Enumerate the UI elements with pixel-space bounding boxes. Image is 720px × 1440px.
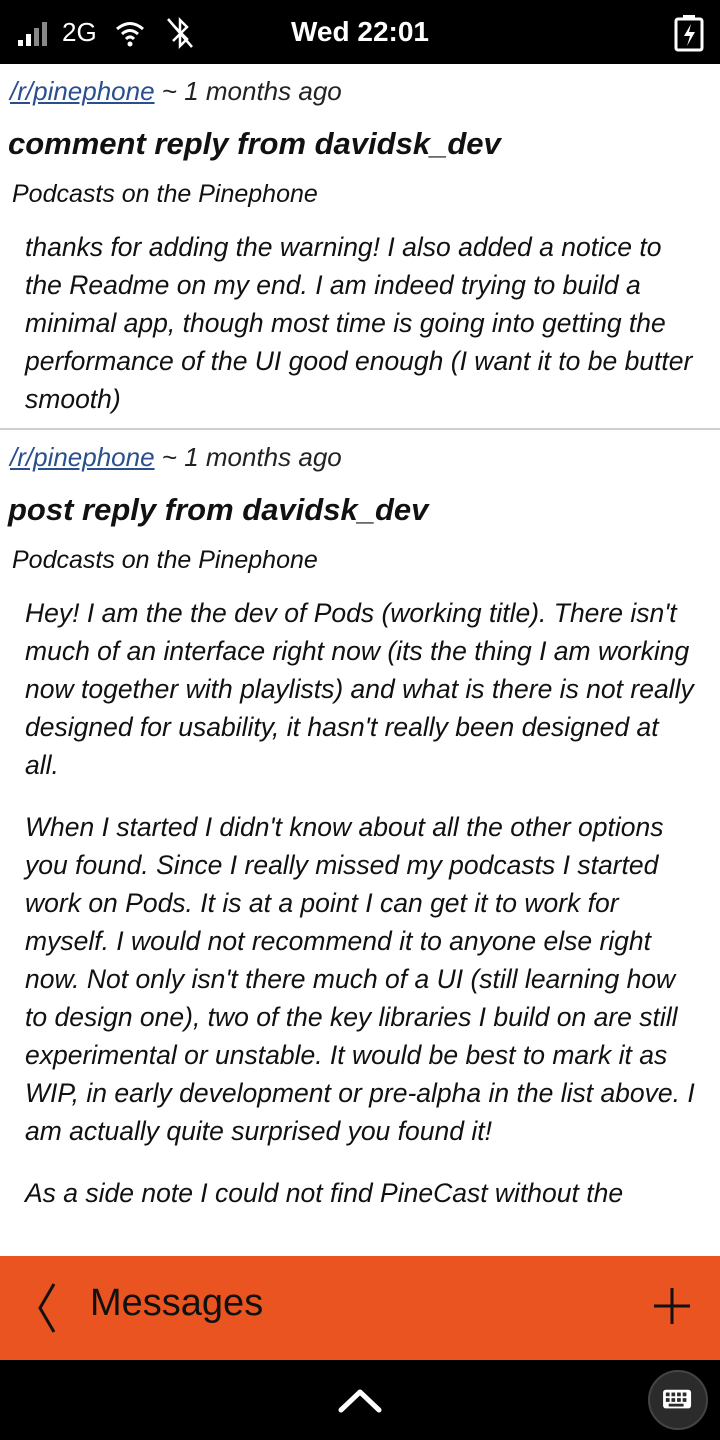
chevron-left-icon[interactable] <box>28 1280 68 1336</box>
message-paragraph: thanks for adding the warning! I also ad… <box>25 232 693 414</box>
app-bar-title: Messages <box>90 1282 264 1324</box>
message-title: post reply from davidsk_dev <box>8 492 429 527</box>
chevron-up-icon[interactable] <box>337 1384 383 1416</box>
network-type: 2G <box>62 17 97 47</box>
message-item[interactable]: /r/pinephone ~ 1 months ago post reply f… <box>0 430 720 1256</box>
keyboard-icon <box>663 1389 692 1409</box>
message-context: Podcasts on the Pinephone <box>12 180 318 208</box>
keyboard-toggle-button[interactable] <box>648 1370 708 1430</box>
app-bar: Messages <box>0 1256 720 1360</box>
status-bar: 2G Wed 22:01 <box>0 0 720 64</box>
clock: Wed 22:01 <box>291 16 429 47</box>
message-item[interactable]: /r/pinephone ~ 1 months ago comment repl… <box>0 64 720 429</box>
message-age: ~ 1 months ago <box>154 442 342 472</box>
divider <box>0 428 720 430</box>
message-age: ~ 1 months ago <box>154 76 342 106</box>
message-meta: /r/pinephone ~ 1 months ago <box>10 442 342 473</box>
battery-charging-icon <box>674 15 704 52</box>
message-paragraph: As a side note I could not find PineCast… <box>25 1178 624 1208</box>
message-context: Podcasts on the Pinephone <box>12 546 318 574</box>
plus-icon[interactable] <box>652 1286 692 1326</box>
wifi-icon <box>116 22 144 47</box>
navigation-bar <box>0 1360 720 1440</box>
message-feed[interactable]: /r/pinephone ~ 1 months ago comment repl… <box>0 64 720 1256</box>
subreddit-link[interactable]: /r/pinephone <box>10 442 155 472</box>
message-body: thanks for adding the warning! I also ad… <box>25 228 695 442</box>
message-paragraph: Hey! I am the the dev of Pods (working t… <box>25 598 694 780</box>
message-paragraph: When I started I didn't know about all t… <box>25 812 695 1146</box>
bluetooth-disabled-icon <box>167 16 193 50</box>
signal-icon <box>18 22 47 46</box>
message-body: Hey! I am the the dev of Pods (working t… <box>25 594 695 1236</box>
subreddit-link[interactable]: /r/pinephone <box>10 76 155 106</box>
message-title: comment reply from davidsk_dev <box>8 126 501 161</box>
message-meta: /r/pinephone ~ 1 months ago <box>10 76 342 107</box>
